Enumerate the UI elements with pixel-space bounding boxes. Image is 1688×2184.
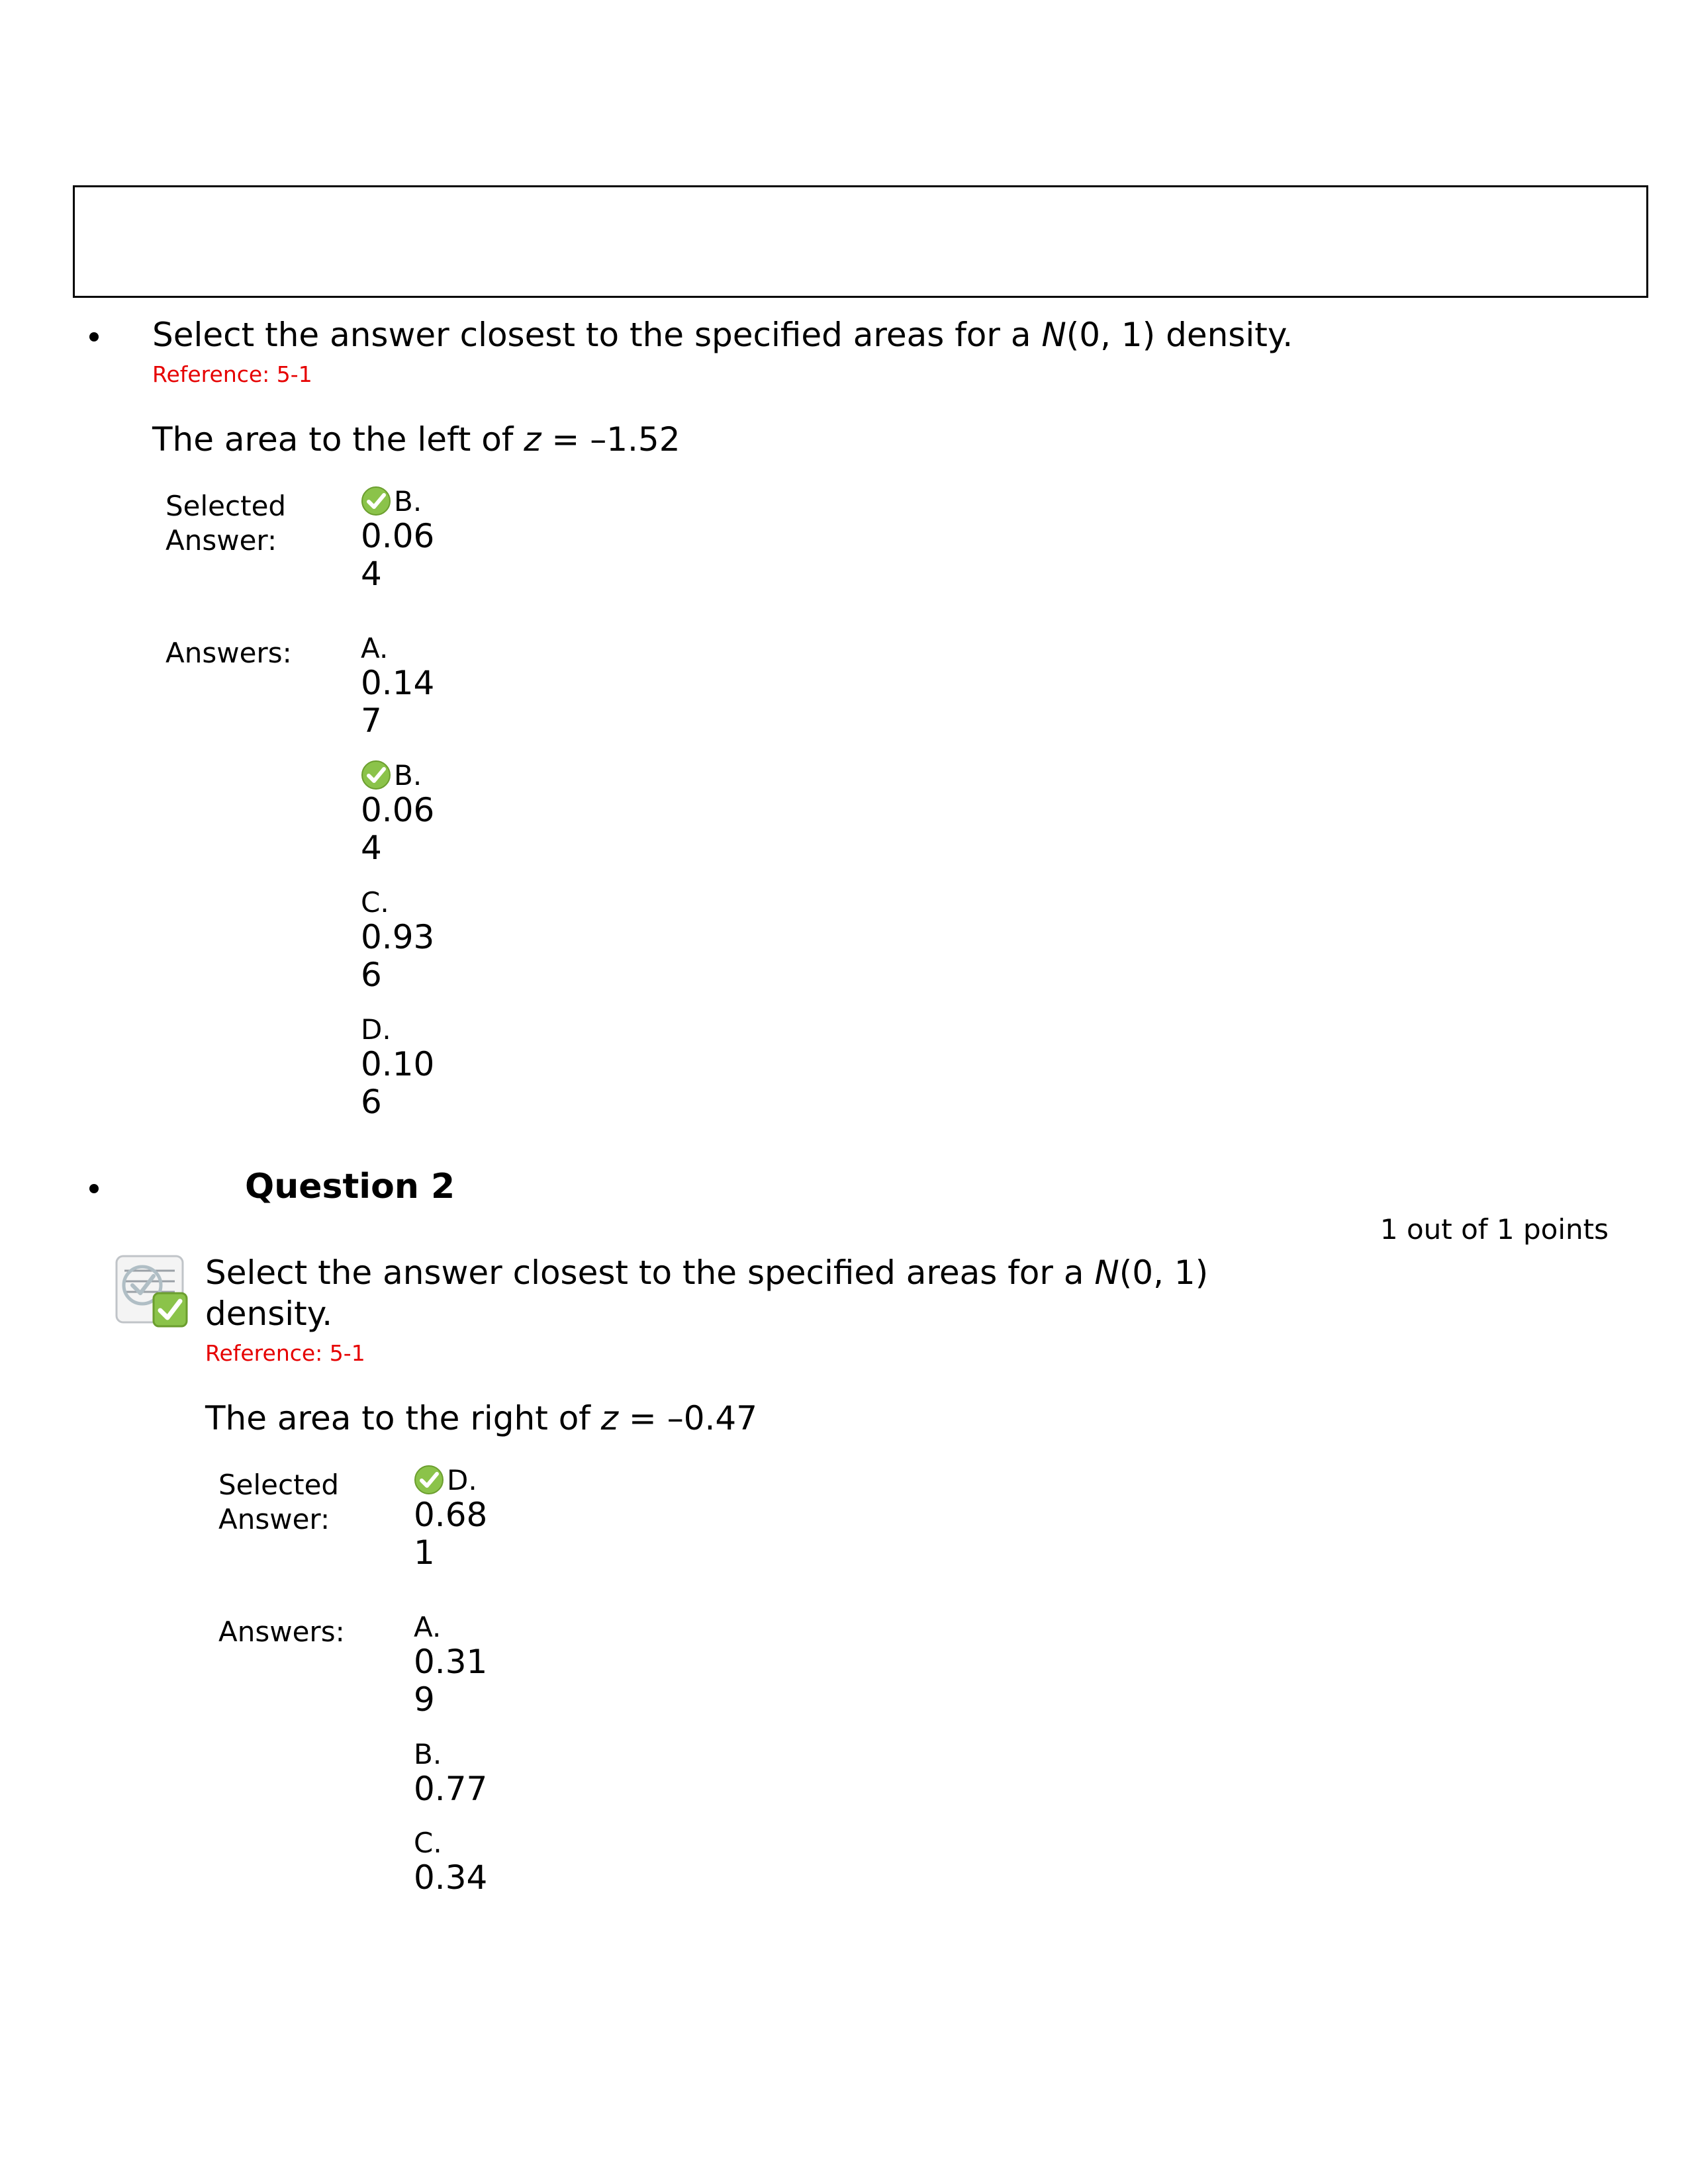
- q1-choice-c: C. 0.936: [361, 886, 440, 995]
- question-1-header-box: [73, 185, 1648, 298]
- question-2-prompt: Select the answer closest to the specifi…: [205, 1252, 1264, 1335]
- q1-reference: Reference: 5-1: [152, 361, 1615, 387]
- selected-answer-label: Selected Answer:: [218, 1464, 414, 1537]
- answers-label: Answers:: [218, 1611, 414, 1650]
- q1-subprompt: The area to the left of z = –1.52: [152, 420, 1615, 459]
- choice-letter: D.: [361, 1013, 391, 1046]
- correct-badge-icon: [113, 1252, 189, 1328]
- choice-letter: A.: [361, 632, 388, 664]
- q2-selected-choice: D. 0.681: [414, 1464, 493, 1572]
- q1-subprompt-italic: z: [524, 420, 541, 459]
- q1-choice-b: B. 0.064: [361, 759, 440, 868]
- q2-subprompt-a: The area to the right of: [205, 1399, 601, 1437]
- q1-selected-letter: B.: [394, 485, 422, 518]
- q2-subprompt-italic: z: [601, 1399, 618, 1437]
- question-1-body: Select the answer closest to the specifi…: [152, 314, 1615, 1140]
- choice-letter: B.: [414, 1738, 442, 1770]
- q1-choice-d: D. 0.106: [361, 1013, 440, 1122]
- choice-value: 0.106: [361, 1046, 440, 1122]
- q2-content: Select the answer closest to the specifi…: [113, 1252, 1615, 1366]
- choice-value: 0.319: [414, 1643, 493, 1719]
- q1-prompt-italic: N: [1041, 316, 1066, 354]
- q2-selected-letter: D.: [447, 1464, 477, 1496]
- q1-answers-row: Answers: A. 0.147: [165, 632, 1615, 1140]
- question-2-item: Question 2 1 out of 1 points: [113, 1167, 1615, 1916]
- question-1-item: Select the answer closest to the specifi…: [113, 185, 1615, 1140]
- choice-letter: B.: [394, 759, 422, 792]
- q2-sub-indent: The area to the right of z = –0.47 Selec…: [205, 1399, 1615, 1916]
- choice-value: 0.936: [361, 919, 440, 995]
- q1-subprompt-b: = –1.52: [541, 420, 680, 459]
- q2-prompt-text-a: Select the answer closest to the specifi…: [205, 1253, 1094, 1292]
- q2-answers-row: Answers: A. 0.319 B. 0.77 C.: [218, 1611, 1615, 1916]
- q2-choice-c: C. 0.34: [414, 1827, 493, 1897]
- q2-header-row: Question 2 1 out of 1 points: [113, 1167, 1615, 1246]
- q2-selected-col: D. 0.681: [414, 1464, 493, 1591]
- q2-selected-value: 0.681: [414, 1496, 493, 1572]
- q2-choice-a: A. 0.319: [414, 1611, 493, 1719]
- check-icon: [361, 486, 391, 516]
- q2-subprompt: The area to the right of z = –0.47: [205, 1399, 1615, 1437]
- q2-choices-col: A. 0.319 B. 0.77 C. 0.34: [414, 1611, 493, 1916]
- choice-letter-line: B.: [361, 759, 422, 792]
- q2-selected-letter-line: D.: [414, 1464, 477, 1496]
- selected-answer-label: Selected Answer:: [165, 485, 361, 559]
- q2-text: Select the answer closest to the specifi…: [205, 1252, 1264, 1366]
- q1-choices-col: A. 0.147 B. 0.064: [361, 632, 440, 1140]
- q2-reference: Reference: 5-1: [205, 1340, 1264, 1366]
- q2-answer-block: Selected Answer: D. 0.681: [218, 1464, 1615, 1916]
- q1-selected-value: 0.064: [361, 518, 440, 594]
- q1-selected-col: B. 0.064: [361, 485, 440, 612]
- choice-value: 0.147: [361, 664, 440, 741]
- page: Select the answer closest to the specifi…: [0, 0, 1688, 2184]
- q2-prompt-italic: N: [1094, 1253, 1119, 1292]
- question-1-prompt: Select the answer closest to the specifi…: [152, 314, 1615, 356]
- q1-subprompt-a: The area to the left of: [152, 420, 524, 459]
- q1-answer-block: Selected Answer: B. 0.064: [165, 485, 1615, 1140]
- choice-value: 0.77: [414, 1770, 487, 1809]
- answers-label: Answers:: [165, 632, 361, 671]
- q1-selected-choice: B. 0.064: [361, 485, 440, 594]
- choice-letter: C.: [414, 1827, 442, 1859]
- q2-subprompt-b: = –0.47: [618, 1399, 757, 1437]
- question-2-title: Question 2: [245, 1167, 455, 1206]
- q1-prompt-text-a: Select the answer closest to the specifi…: [152, 316, 1041, 354]
- q1-choice-a: A. 0.147: [361, 632, 440, 741]
- q1-prompt-text-b: (0, 1) density.: [1066, 316, 1293, 354]
- choice-letter: A.: [414, 1611, 441, 1643]
- choice-letter: C.: [361, 886, 389, 919]
- choice-value: 0.34: [414, 1859, 487, 1897]
- question-list: Select the answer closest to the specifi…: [73, 185, 1615, 1916]
- q1-selected-row: Selected Answer: B. 0.064: [165, 485, 1615, 612]
- q2-selected-row: Selected Answer: D. 0.681: [218, 1464, 1615, 1591]
- q1-selected-letter-line: B.: [361, 485, 422, 518]
- q2-choice-b: B. 0.77: [414, 1738, 493, 1809]
- check-icon: [361, 760, 391, 790]
- choice-value: 0.064: [361, 792, 440, 868]
- check-icon: [414, 1465, 444, 1495]
- question-2-points: 1 out of 1 points: [455, 1213, 1615, 1246]
